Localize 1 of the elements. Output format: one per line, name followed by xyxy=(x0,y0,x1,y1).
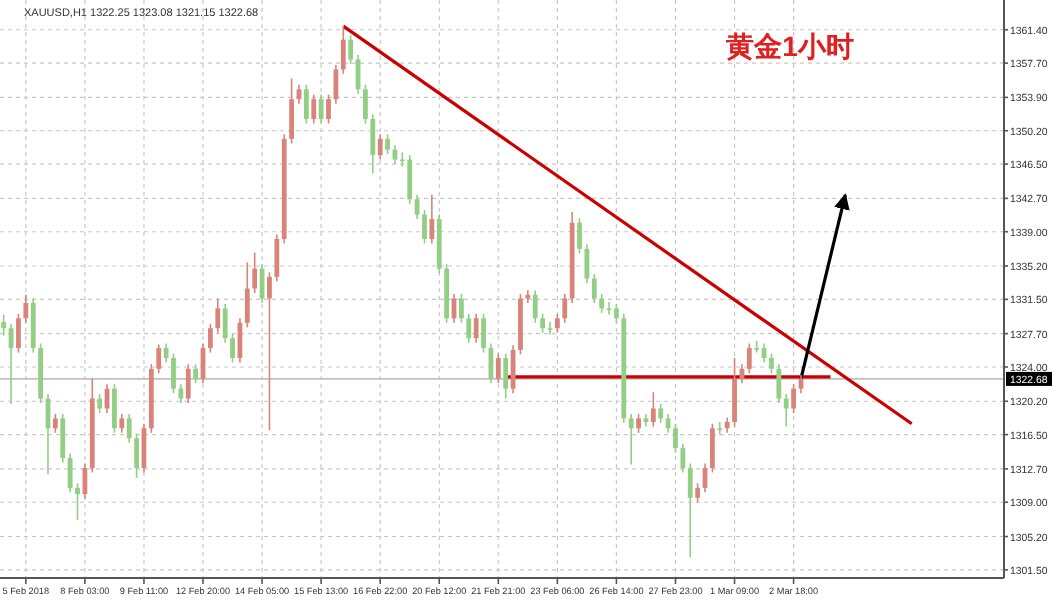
annotation: 黄金1小时 xyxy=(724,30,854,62)
